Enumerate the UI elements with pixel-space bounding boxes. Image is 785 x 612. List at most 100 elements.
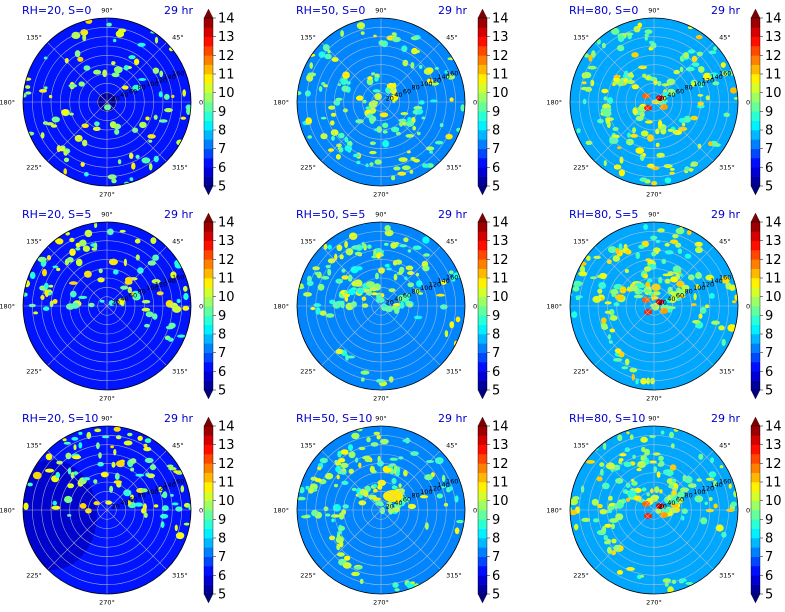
contour-cell xyxy=(601,525,607,534)
colorbar-level xyxy=(751,556,760,567)
colorbar-tick-label: 7 xyxy=(765,346,773,361)
polar-frame xyxy=(22,17,192,187)
contour-cell xyxy=(713,46,717,51)
contour-cell xyxy=(69,248,76,256)
angle-tick-label: 315° xyxy=(446,572,462,580)
colorbar-level xyxy=(204,538,213,548)
colorbar-tick-label: 11 xyxy=(218,272,235,287)
colorbar-level xyxy=(204,102,213,112)
colorbar-extend-max xyxy=(477,416,488,427)
radial-tick-label: 40 xyxy=(394,91,402,99)
contour-cell xyxy=(135,154,140,159)
polar-panel: RH=50, S=10 29 hr 0° 45° 90° 135° 180° 225° 270°… xyxy=(273,408,544,612)
colorbar-tick-label: 6 xyxy=(492,569,500,584)
angle-tick-label: 135° xyxy=(26,237,42,245)
angle-tick-label: 45° xyxy=(446,33,458,41)
contour-cell xyxy=(728,483,732,489)
colorbar-extend-max xyxy=(203,8,214,19)
contour-cell xyxy=(684,166,690,172)
contour-cell xyxy=(158,91,163,98)
colorbar-tick-label: 10 xyxy=(218,86,235,101)
radial-tick-label: 40 xyxy=(120,499,128,507)
colorbar-level xyxy=(478,111,487,121)
contour-cell xyxy=(111,61,116,66)
panel-time-label: 29 hr xyxy=(164,208,193,221)
contour-cell xyxy=(153,504,159,508)
contour-cell xyxy=(358,462,362,468)
colorbar-level xyxy=(751,380,760,391)
colorbar: 5 6 7 8 9 10 11 12 13 14 xyxy=(203,8,235,196)
radial-tick-label: 140 xyxy=(163,277,175,285)
angle-tick-label: 180° xyxy=(0,303,15,311)
contour-cell xyxy=(704,501,708,505)
angle-tick-label: 90° xyxy=(101,7,113,15)
contour-cell xyxy=(93,501,100,506)
contour-cell xyxy=(398,157,408,163)
colorbar-level xyxy=(478,222,487,232)
colorbar-tick-label: 12 xyxy=(765,457,782,472)
radial-tick-label: 20 xyxy=(112,298,120,306)
contour-cell xyxy=(675,227,685,235)
colorbar-level xyxy=(478,36,487,47)
contour-cell xyxy=(430,99,438,103)
contour-cell xyxy=(160,513,169,519)
colorbar-level xyxy=(478,102,487,112)
contour-cell xyxy=(39,89,47,93)
colorbar-level xyxy=(478,306,487,316)
angle-tick-label: 225° xyxy=(26,572,42,580)
contour-cell xyxy=(641,446,646,453)
contour-cell xyxy=(616,44,625,52)
contour-cell xyxy=(340,462,349,469)
contour-cell xyxy=(341,268,346,273)
contour-cell xyxy=(130,467,135,472)
colorbar-level xyxy=(751,500,760,511)
colorbar-level xyxy=(751,148,760,159)
contour-cell xyxy=(180,485,185,493)
contour-cell xyxy=(385,305,394,313)
contour-cell xyxy=(410,451,419,456)
colorbar-tick-label: 6 xyxy=(765,569,773,584)
contour-cell xyxy=(110,445,114,449)
contour-cell xyxy=(718,325,725,331)
contour-cell xyxy=(632,107,638,115)
contour-cell xyxy=(107,228,114,236)
contour-cell xyxy=(602,442,607,450)
colorbar-level xyxy=(478,371,487,381)
colorbar-tick-label: 10 xyxy=(492,290,509,305)
contour-cell xyxy=(614,294,625,301)
colorbar-level xyxy=(751,222,760,232)
angular-grid-line xyxy=(653,246,714,307)
contour-cell xyxy=(691,303,697,307)
colorbar-extend-max xyxy=(203,212,214,223)
contour-cell xyxy=(362,99,367,104)
angular-grid-line xyxy=(47,450,108,511)
contour-cell xyxy=(588,54,593,62)
colorbar-tick-label: 5 xyxy=(765,384,773,399)
colorbar-level xyxy=(478,324,487,335)
contour-cell xyxy=(173,470,179,474)
angular-grid-line xyxy=(594,305,655,366)
contour-cell xyxy=(599,509,608,515)
colorbar-tick-label: 6 xyxy=(492,161,500,176)
colorbar-level xyxy=(751,46,760,56)
polar-frame xyxy=(22,221,192,391)
colorbar-level xyxy=(751,55,760,65)
contour-cell xyxy=(661,258,667,264)
contour-cell xyxy=(323,506,329,512)
contour-cell xyxy=(348,451,356,459)
contour-cell xyxy=(592,295,602,303)
polar-plot-svg: 0°45°90°135°180°225°270°315°20 40 60 80 1001… xyxy=(273,415,508,607)
contour-cell xyxy=(388,288,396,293)
contour-cell xyxy=(351,245,360,250)
contour-cell xyxy=(696,51,703,57)
colorbar-tick-label: 13 xyxy=(765,30,782,45)
contour-cell xyxy=(396,466,401,473)
contour-cell xyxy=(42,306,50,311)
contour-cell xyxy=(676,289,686,297)
contour-cell xyxy=(49,300,54,308)
contour-cell xyxy=(723,112,730,118)
contour-cell xyxy=(635,147,644,154)
contour-cell xyxy=(366,291,372,296)
contour-cell xyxy=(366,436,371,443)
contour-cell xyxy=(182,305,190,311)
